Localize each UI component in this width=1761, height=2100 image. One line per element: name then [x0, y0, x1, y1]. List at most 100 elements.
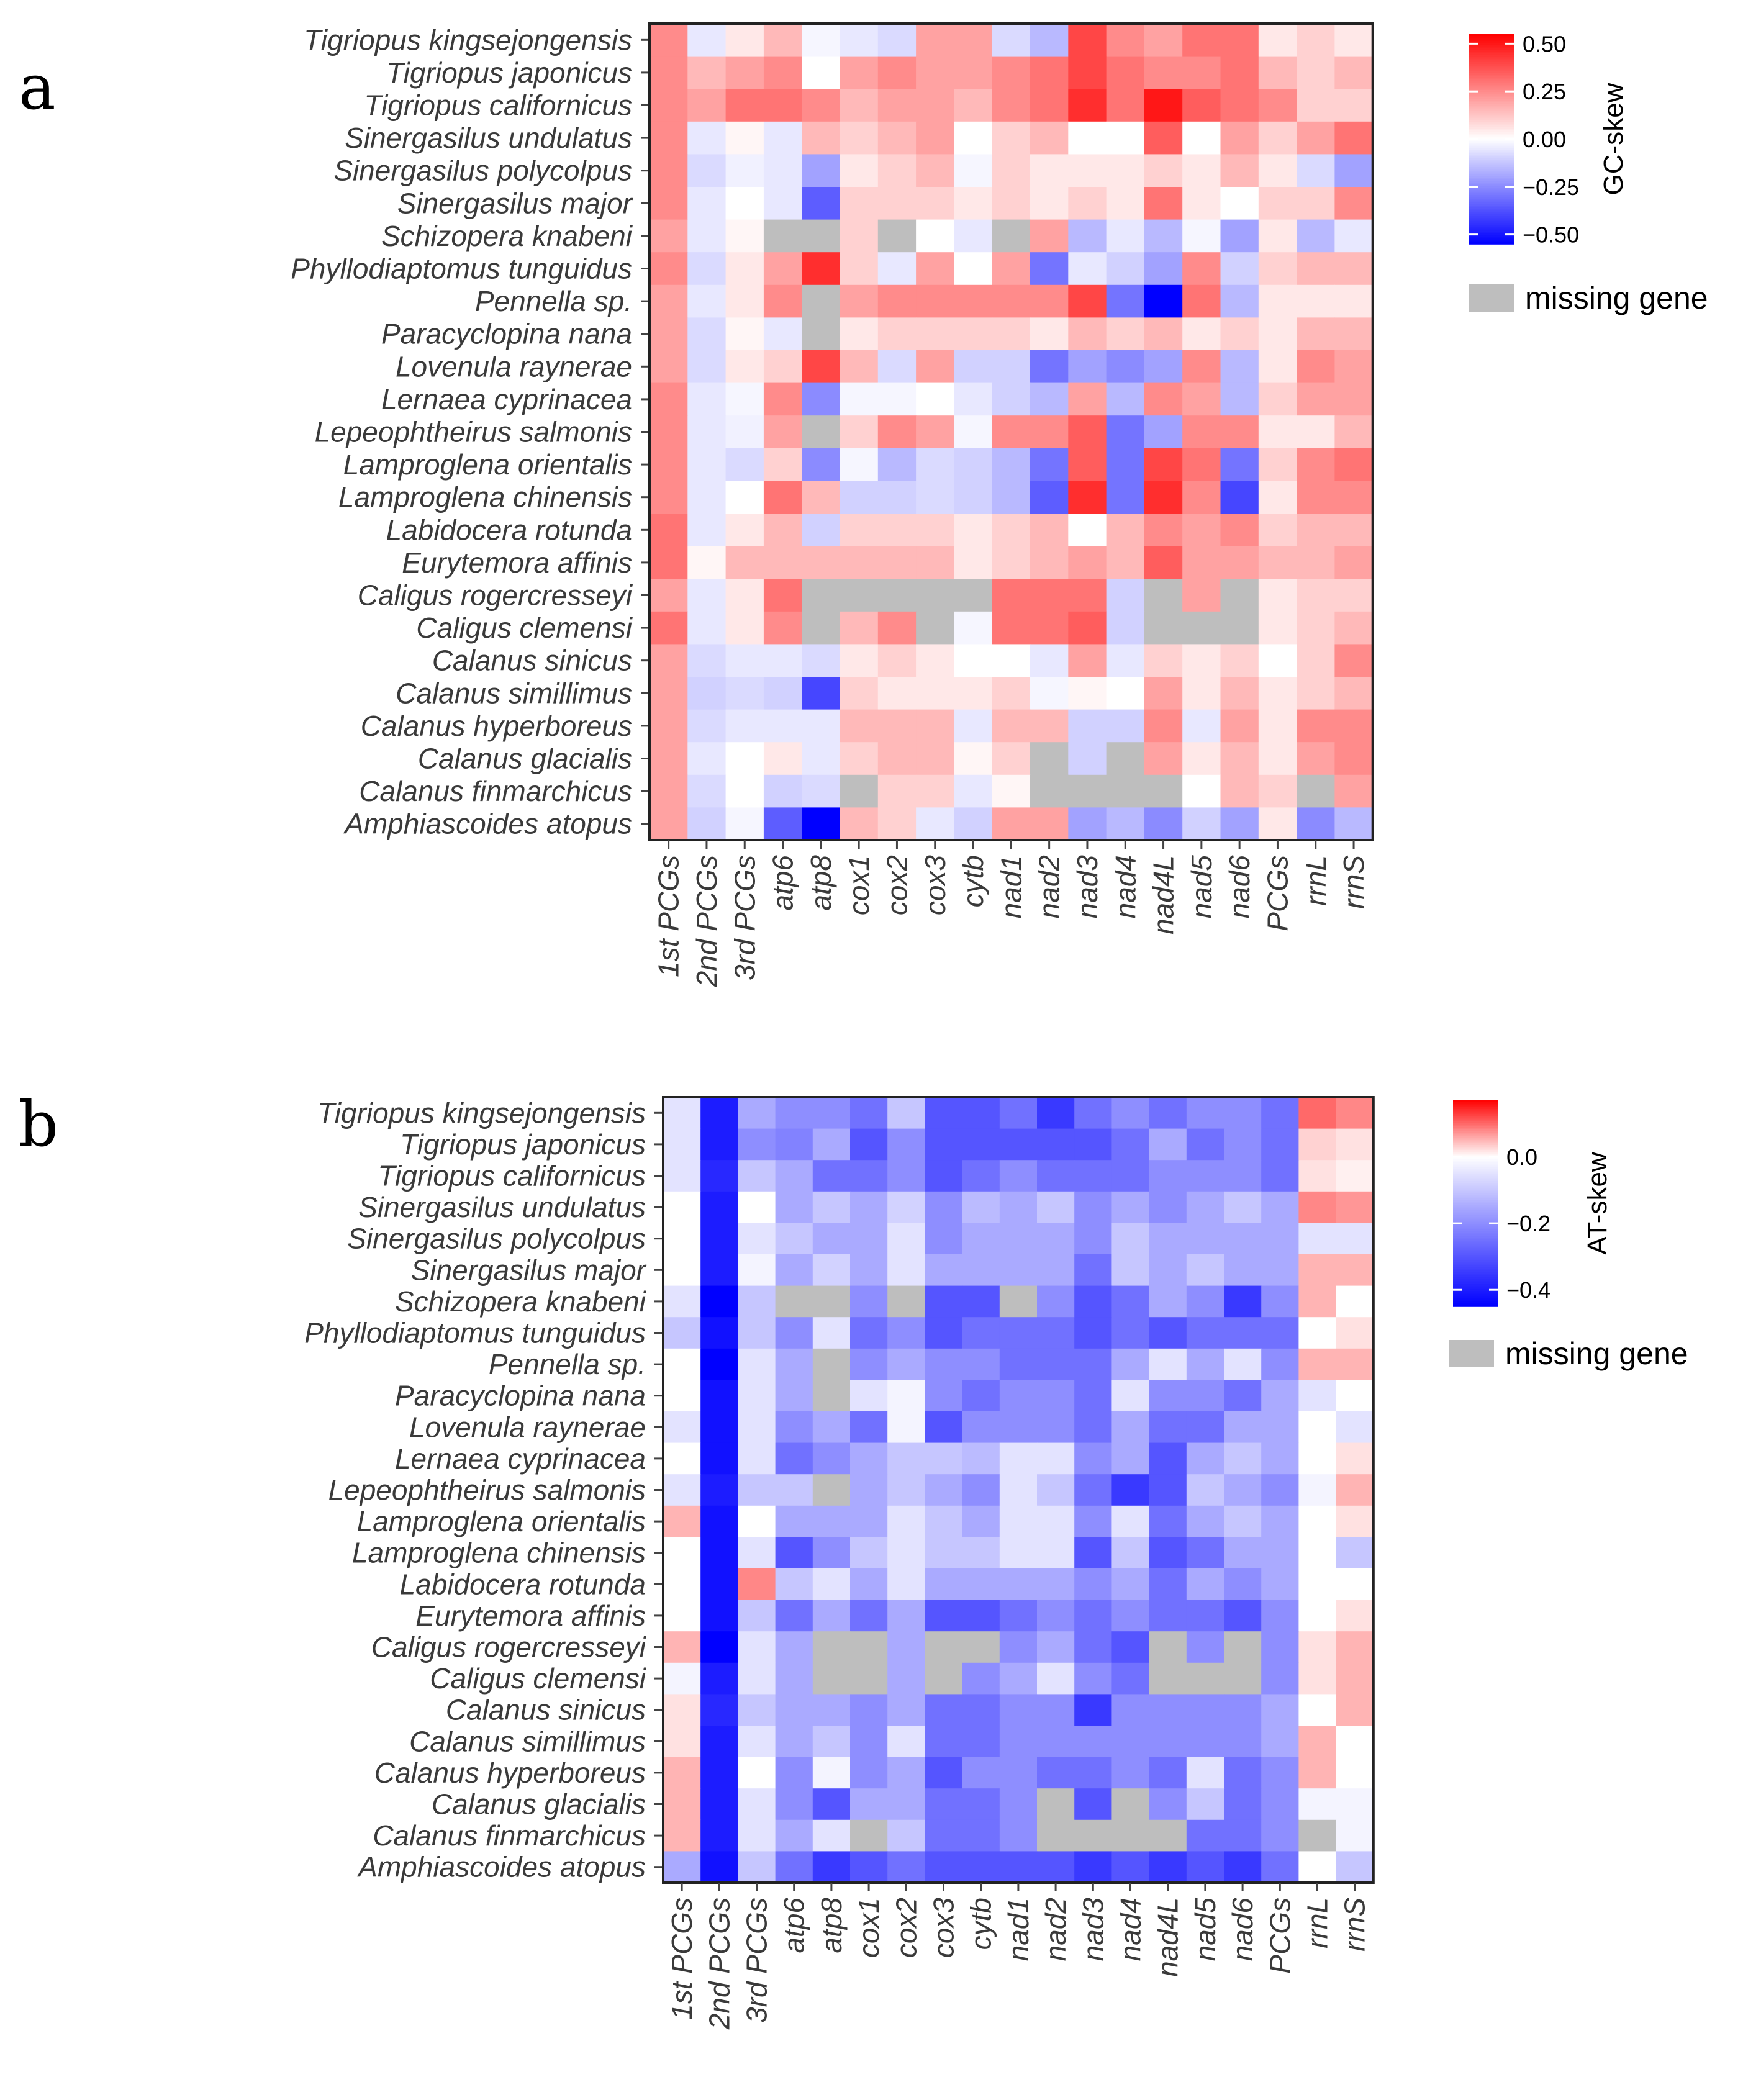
heatmap-cell [1336, 1537, 1374, 1569]
heatmap-cell [850, 1160, 888, 1192]
heatmap-cell [1037, 1505, 1075, 1537]
colorbar-legend: 0.0 −0.2 −0.4 AT-skew [1453, 1100, 1613, 1307]
row-label: Tigriopus californicus [378, 1160, 646, 1192]
colorbar-segment [1469, 86, 1514, 89]
colorbar-segment [1453, 1138, 1498, 1141]
heatmap-cell [687, 546, 727, 579]
heatmap-cell [1068, 579, 1107, 612]
colorbar-segment [1453, 1234, 1498, 1237]
heatmap-cell [738, 1631, 776, 1663]
heatmap-cell [1224, 1474, 1262, 1506]
heatmap-cell [992, 448, 1031, 481]
heatmap-cell [1144, 219, 1183, 253]
colorbar-segment [1469, 52, 1514, 54]
legend-title: AT-skew [1582, 1152, 1613, 1255]
heatmap-cell [763, 514, 802, 547]
row-label: Calanus glacialis [432, 1788, 646, 1821]
row-label: Tigriopus kingsejongensis [304, 24, 632, 56]
heatmap-cell [1261, 1442, 1299, 1475]
heatmap-cell [1149, 1223, 1187, 1255]
heatmap-cell [925, 1380, 963, 1412]
heatmap-cell [877, 89, 917, 122]
heatmap-cell [925, 1128, 963, 1161]
colorbar-segment [1453, 1267, 1498, 1269]
colorbar-segment [1453, 1244, 1498, 1247]
heatmap-cell [1111, 1726, 1150, 1758]
heatmap-cell [850, 1662, 888, 1695]
heatmap-cell [916, 415, 954, 449]
colorbar-segment [1453, 1291, 1498, 1293]
heatmap-cell [1258, 350, 1297, 384]
heatmap-cell [887, 1600, 925, 1632]
colorbar-segment [1469, 183, 1514, 186]
heatmap-cell [738, 1380, 776, 1412]
row-label: Calanus simillimus [396, 677, 632, 709]
heatmap-cell [1186, 1442, 1225, 1475]
heatmap-cell [1144, 448, 1183, 481]
colorbar-segment [1453, 1251, 1498, 1254]
column-label: nad1 [1002, 1898, 1034, 1961]
heatmap-cell [1336, 1662, 1374, 1695]
heatmap-cell [1261, 1285, 1299, 1318]
heatmap-cell [954, 742, 993, 776]
heatmap-cell [954, 644, 993, 677]
column-label: cox3 [919, 855, 951, 916]
colorbar-segment [1453, 1205, 1498, 1208]
colorbar-segment [1453, 1256, 1498, 1259]
heatmap-cell [775, 1411, 813, 1444]
colorbar-segment [1469, 153, 1514, 156]
heatmap-cell [954, 579, 993, 612]
heatmap-cell [1224, 1191, 1262, 1223]
heatmap-cell [1334, 415, 1374, 449]
colorbar-segment [1469, 196, 1514, 199]
heatmap-cell [1261, 1568, 1299, 1601]
heatmap-cell [1030, 774, 1069, 808]
heatmap-cell [877, 252, 917, 286]
heatmap-cell [1336, 1097, 1374, 1129]
heatmap-cell [877, 415, 917, 449]
row-label: Lepeophtheirus salmonis [328, 1474, 646, 1506]
heatmap-cell [925, 1411, 963, 1444]
heatmap-cell [850, 1097, 888, 1129]
heatmap-cell [687, 317, 727, 351]
heatmap-cell [700, 1097, 738, 1129]
heatmap-cell [775, 1442, 813, 1475]
heatmap-cell [1258, 774, 1297, 808]
colorbar-segment [1469, 226, 1514, 229]
heatmap-cell [925, 1788, 963, 1821]
heatmap-cell [1182, 677, 1221, 710]
heatmap-cell [877, 56, 917, 89]
colorbar-segment [1453, 1287, 1498, 1290]
heatmap-cell [1258, 154, 1297, 188]
heatmap-cell [1037, 1223, 1075, 1255]
heatmap-cell [954, 284, 993, 318]
missing-gene-legend: missing gene [1449, 1336, 1688, 1371]
heatmap-cell [1144, 742, 1183, 776]
heatmap-cell [1298, 1474, 1337, 1506]
heatmap-cell [925, 1285, 963, 1318]
heatmap-cell [725, 56, 764, 89]
heatmap-cell [887, 1160, 925, 1192]
row-label: Lepeophtheirus salmonis [315, 416, 632, 448]
heatmap-cell [999, 1788, 1038, 1821]
heatmap-cell [887, 1317, 925, 1349]
heatmap-cell [1106, 579, 1145, 612]
heatmap-cell [1037, 1191, 1075, 1223]
heatmap-cell [925, 1191, 963, 1223]
heatmap-cell [840, 154, 879, 188]
heatmap-cell [925, 1631, 963, 1663]
heatmap-cell [1144, 774, 1183, 808]
heatmap-cell [1336, 1819, 1374, 1852]
heatmap-cell [916, 611, 954, 645]
heatmap-cell [840, 252, 879, 286]
heatmap-cell [1224, 1568, 1262, 1601]
heatmap-cell [1037, 1757, 1075, 1789]
heatmap-cell [1297, 481, 1335, 514]
heatmap-cell [1111, 1819, 1150, 1852]
heatmap-cell [1186, 1726, 1225, 1758]
colorbar-segment [1469, 84, 1514, 88]
colorbar-segment [1469, 189, 1514, 192]
colorbar-segment [1469, 221, 1514, 224]
colorbar-segment [1469, 46, 1514, 49]
heatmap-cell [700, 1191, 738, 1223]
